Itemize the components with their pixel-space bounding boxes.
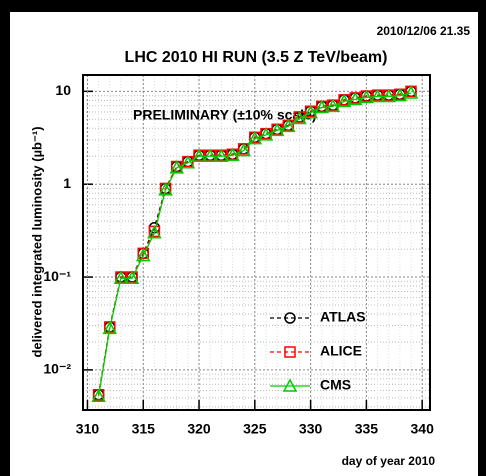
data-point — [392, 88, 408, 102]
data-point — [325, 98, 341, 113]
plot-frame — [82, 74, 431, 411]
annotation: PRELIMINARY (±10% scale) — [133, 107, 317, 123]
x-tick-label: 330 — [299, 421, 323, 437]
x-tick-label: 320 — [187, 421, 211, 437]
x-tick-label: 340 — [411, 421, 435, 437]
data-point — [202, 148, 218, 163]
data-point — [347, 91, 363, 106]
data-point — [113, 270, 129, 285]
y-tick-label: 10⁻² — [43, 361, 71, 377]
legend-label: CMS — [320, 377, 351, 393]
data-point — [314, 99, 330, 114]
x-tick-label: 315 — [132, 421, 156, 437]
legend-marker — [282, 378, 298, 392]
data-point — [359, 89, 374, 104]
data-point — [403, 85, 419, 99]
x-tick-label: 335 — [355, 421, 379, 437]
series-line — [97, 90, 412, 395]
data-point — [269, 122, 285, 137]
legend-marker — [284, 312, 296, 324]
data-point — [135, 248, 151, 262]
y-tick-label: 1 — [63, 175, 71, 191]
y-tick-label: 10⁻¹ — [43, 268, 71, 284]
data-point — [247, 131, 263, 145]
legend-marker — [284, 346, 296, 358]
data-point — [91, 388, 106, 403]
x-tick-label: 325 — [243, 421, 267, 437]
x-axis-label: day of year 2010 — [342, 454, 436, 468]
y-tick-label: 10 — [55, 82, 71, 98]
data-point — [292, 110, 307, 125]
data-point — [124, 270, 140, 285]
data-point — [169, 160, 184, 174]
data-point — [236, 143, 251, 157]
data-point — [336, 93, 352, 108]
data-point — [225, 147, 240, 162]
data-point — [158, 182, 173, 196]
data-point — [147, 225, 162, 239]
data-point — [281, 118, 296, 133]
legend-label: ATLAS — [320, 309, 366, 325]
data-point — [180, 155, 196, 169]
x-tick-label: 310 — [76, 421, 100, 437]
data-point — [258, 127, 274, 141]
data-point — [214, 148, 229, 163]
data-point — [370, 88, 385, 103]
data-point — [191, 148, 207, 163]
data-point — [303, 105, 318, 119]
data-point — [102, 320, 118, 335]
data-point — [381, 88, 396, 103]
y-axis-label: delivered integrated luminosity (µb⁻¹) — [29, 126, 44, 357]
chart-title: LHC 2010 HI RUN (3.5 Z TeV/beam) — [125, 49, 388, 66]
timestamp: 2010/12/06 21.35 — [377, 24, 471, 38]
legend-label: ALICE — [320, 343, 362, 359]
